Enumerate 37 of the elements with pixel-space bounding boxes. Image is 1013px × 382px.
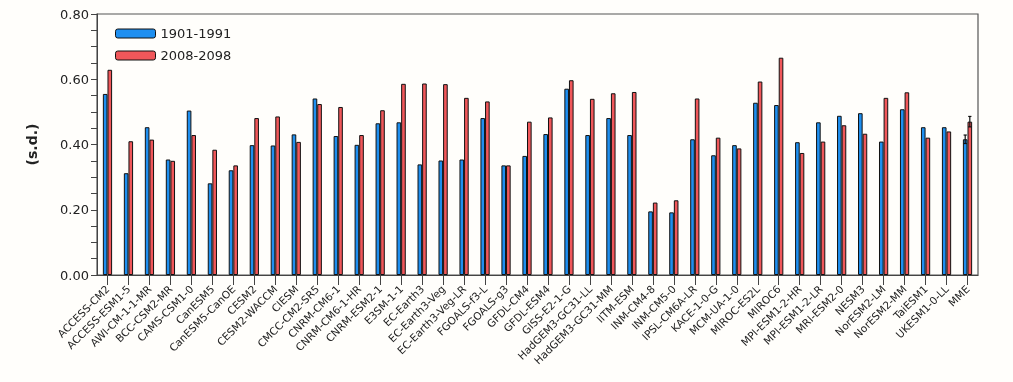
bar [946,131,952,275]
y-tick-label: 0.60 [60,71,89,87]
bar [186,110,192,275]
bar [501,165,507,275]
legend-label: 2008-2098 [160,48,232,63]
bar [275,116,280,275]
bar [837,115,842,275]
y-tick-label: 0.80 [60,6,89,22]
bar [967,121,973,275]
bar [212,149,217,275]
bar [652,202,658,275]
bar [904,92,910,275]
bar [610,93,616,275]
bar [795,142,800,275]
bar [254,118,259,275]
bar [883,97,889,275]
bar [107,69,113,275]
bar [631,91,637,275]
bar [312,98,318,275]
bar [816,122,821,275]
bar [736,148,742,275]
y-axis-title: (s.d.) [24,123,40,166]
bar [715,137,721,275]
bar [673,200,679,275]
bar [858,113,863,275]
y-tick-label: 0.40 [60,137,89,152]
legend-label: 1901-1991 [160,26,232,41]
bar [568,80,574,275]
bar [128,141,134,275]
y-tick-label: 0.20 [60,202,89,218]
bar [233,165,238,275]
bar [589,98,595,275]
bar [757,81,763,275]
bar [547,117,553,275]
bar [694,98,700,275]
bar [170,160,176,275]
y-tick-label: 0.00 [60,267,89,283]
